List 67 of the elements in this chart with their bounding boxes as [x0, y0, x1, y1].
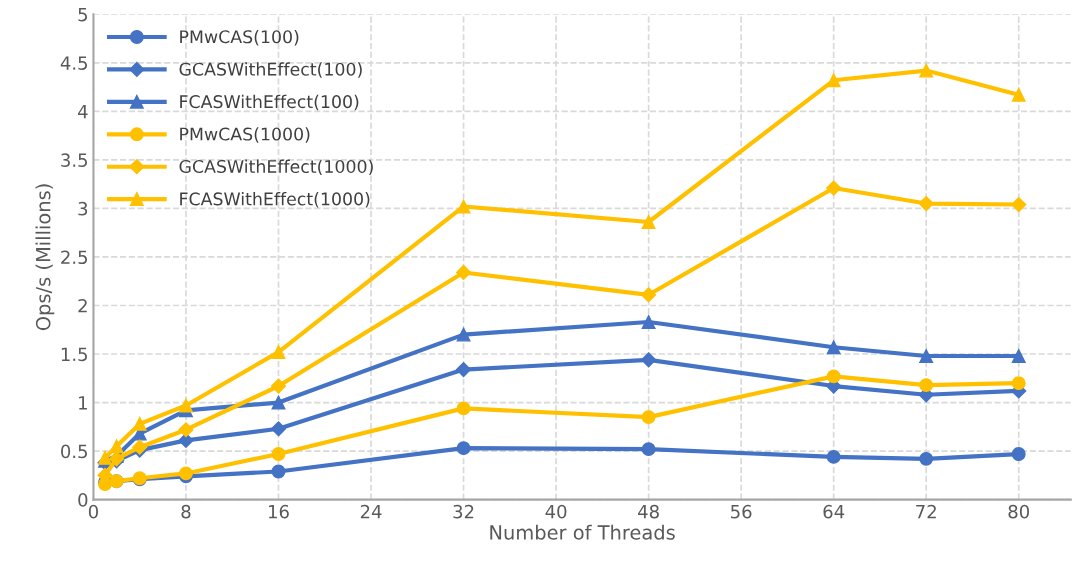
y-tick-label: 5 [78, 7, 87, 22]
point [1011, 87, 1026, 102]
x-tick-label: 16 [268, 504, 289, 519]
legend-label: GCASWithEffect(100) [179, 62, 362, 78]
point [641, 410, 656, 425]
legend-label: FCASWithEffect(1000) [180, 192, 370, 208]
point [826, 340, 841, 355]
x-tick-label: 32 [453, 504, 474, 519]
point [826, 180, 842, 196]
y-tick-label: 3 [78, 201, 88, 216]
y-tick-label: 2 [78, 298, 87, 313]
point [919, 349, 934, 363]
point [270, 378, 287, 394]
point [919, 451, 934, 466]
point [826, 73, 841, 88]
y-tick-label: 4.5 [60, 56, 87, 70]
point [178, 422, 194, 438]
point [641, 215, 656, 229]
point [918, 195, 934, 212]
point [132, 416, 147, 431]
point [1011, 447, 1026, 461]
point [271, 395, 286, 410]
point [641, 287, 657, 303]
x-tick-label: 72 [916, 504, 936, 519]
legend-label: PMwCAS(1000) [180, 127, 310, 143]
point [179, 398, 193, 413]
y-tick-label: 4 [77, 105, 88, 119]
legend-label: PMwCAS(100) [180, 29, 299, 46]
x-tick-label: 24 [360, 504, 382, 519]
x-tick-label: 48 [638, 504, 659, 519]
point [271, 464, 286, 479]
point [456, 327, 471, 342]
y-tick-label: 2.5 [61, 250, 87, 265]
legend-label: FCASWithEffect(100) [180, 94, 359, 111]
point [826, 449, 841, 464]
y-axis-title: Ops/s (Millions) [35, 184, 55, 331]
y-tick-label: 3.5 [61, 153, 87, 167]
point [455, 264, 472, 281]
x-tick-label: 40 [545, 504, 567, 519]
point [455, 361, 472, 378]
point [641, 442, 656, 457]
legend-label: GCASWithEffect(1000) [179, 159, 373, 176]
point [641, 352, 657, 368]
point [1011, 349, 1026, 363]
x-tick-label: 80 [1008, 504, 1030, 519]
point [1011, 196, 1027, 213]
point [109, 439, 124, 454]
y-tick-label: 1.5 [61, 347, 87, 362]
x-tick-label: 56 [731, 504, 752, 519]
x-axis-title: Number of Threads [490, 524, 675, 540]
point [641, 315, 656, 329]
x-tick-label: 64 [823, 504, 845, 519]
x-tick-label: 8 [181, 504, 191, 519]
y-tick-label: 0.5 [61, 444, 87, 459]
point [919, 63, 934, 78]
y-tick-label: 1 [79, 396, 87, 410]
point [456, 401, 471, 416]
point [270, 421, 287, 437]
y-tick-label: 0 [78, 493, 88, 507]
point [456, 199, 471, 214]
point [919, 378, 934, 393]
point [1011, 376, 1026, 391]
point [271, 447, 286, 461]
point [271, 345, 286, 360]
point [456, 441, 471, 456]
point [826, 369, 841, 384]
x-tick-label: 0 [88, 504, 98, 519]
